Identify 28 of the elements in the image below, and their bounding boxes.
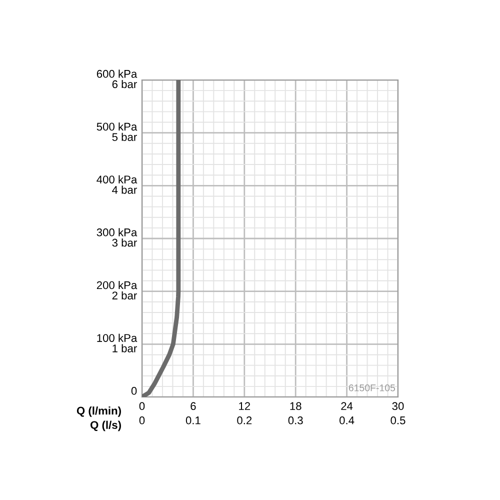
x-tick-label: 30 [392,402,404,410]
x2-tick-label: 0.2 [237,416,252,424]
y-tick-label: 600 kPa [96,70,138,78]
x2-tick-label: 0.1 [186,416,200,424]
y-tick-label: 500 kPa [96,122,138,131]
x2-tick-label: 0 [139,416,145,424]
y-tick-label: 100 kPa [97,334,138,342]
x-tick-label: 24 [341,402,353,410]
y-tick-label: 400 kPa [96,175,138,184]
y2-tick-label: 3 bar [112,238,137,247]
y2-tick-label: 4 bar [112,186,137,194]
y2-tick-label: 2 bar [112,291,137,300]
x2-tick-label: 0.3 [288,416,303,424]
x-axis-title: Q (l/min) [76,406,121,417]
x-tick-label: 6 [190,402,196,410]
y2-tick-label: 6 bar [112,80,137,88]
y-tick-label: 200 kPa [96,280,138,290]
x-tick-label: 18 [290,402,302,410]
y-tick-label: 300 kPa [96,228,138,236]
x-tick-label: 0 [139,402,145,410]
x-tick-label: 12 [239,402,250,410]
y2-tick-label: 5 bar [112,132,137,141]
x2-axis-title: Q (l/s) [90,420,121,432]
annotation: 6150F-105 [348,384,396,392]
y2-tick-label: 1 bar [112,344,137,352]
x2-tick-label: 0.5 [390,416,406,424]
x2-tick-label: 0.4 [340,416,354,424]
y-tick-label: 0 [131,386,137,395]
